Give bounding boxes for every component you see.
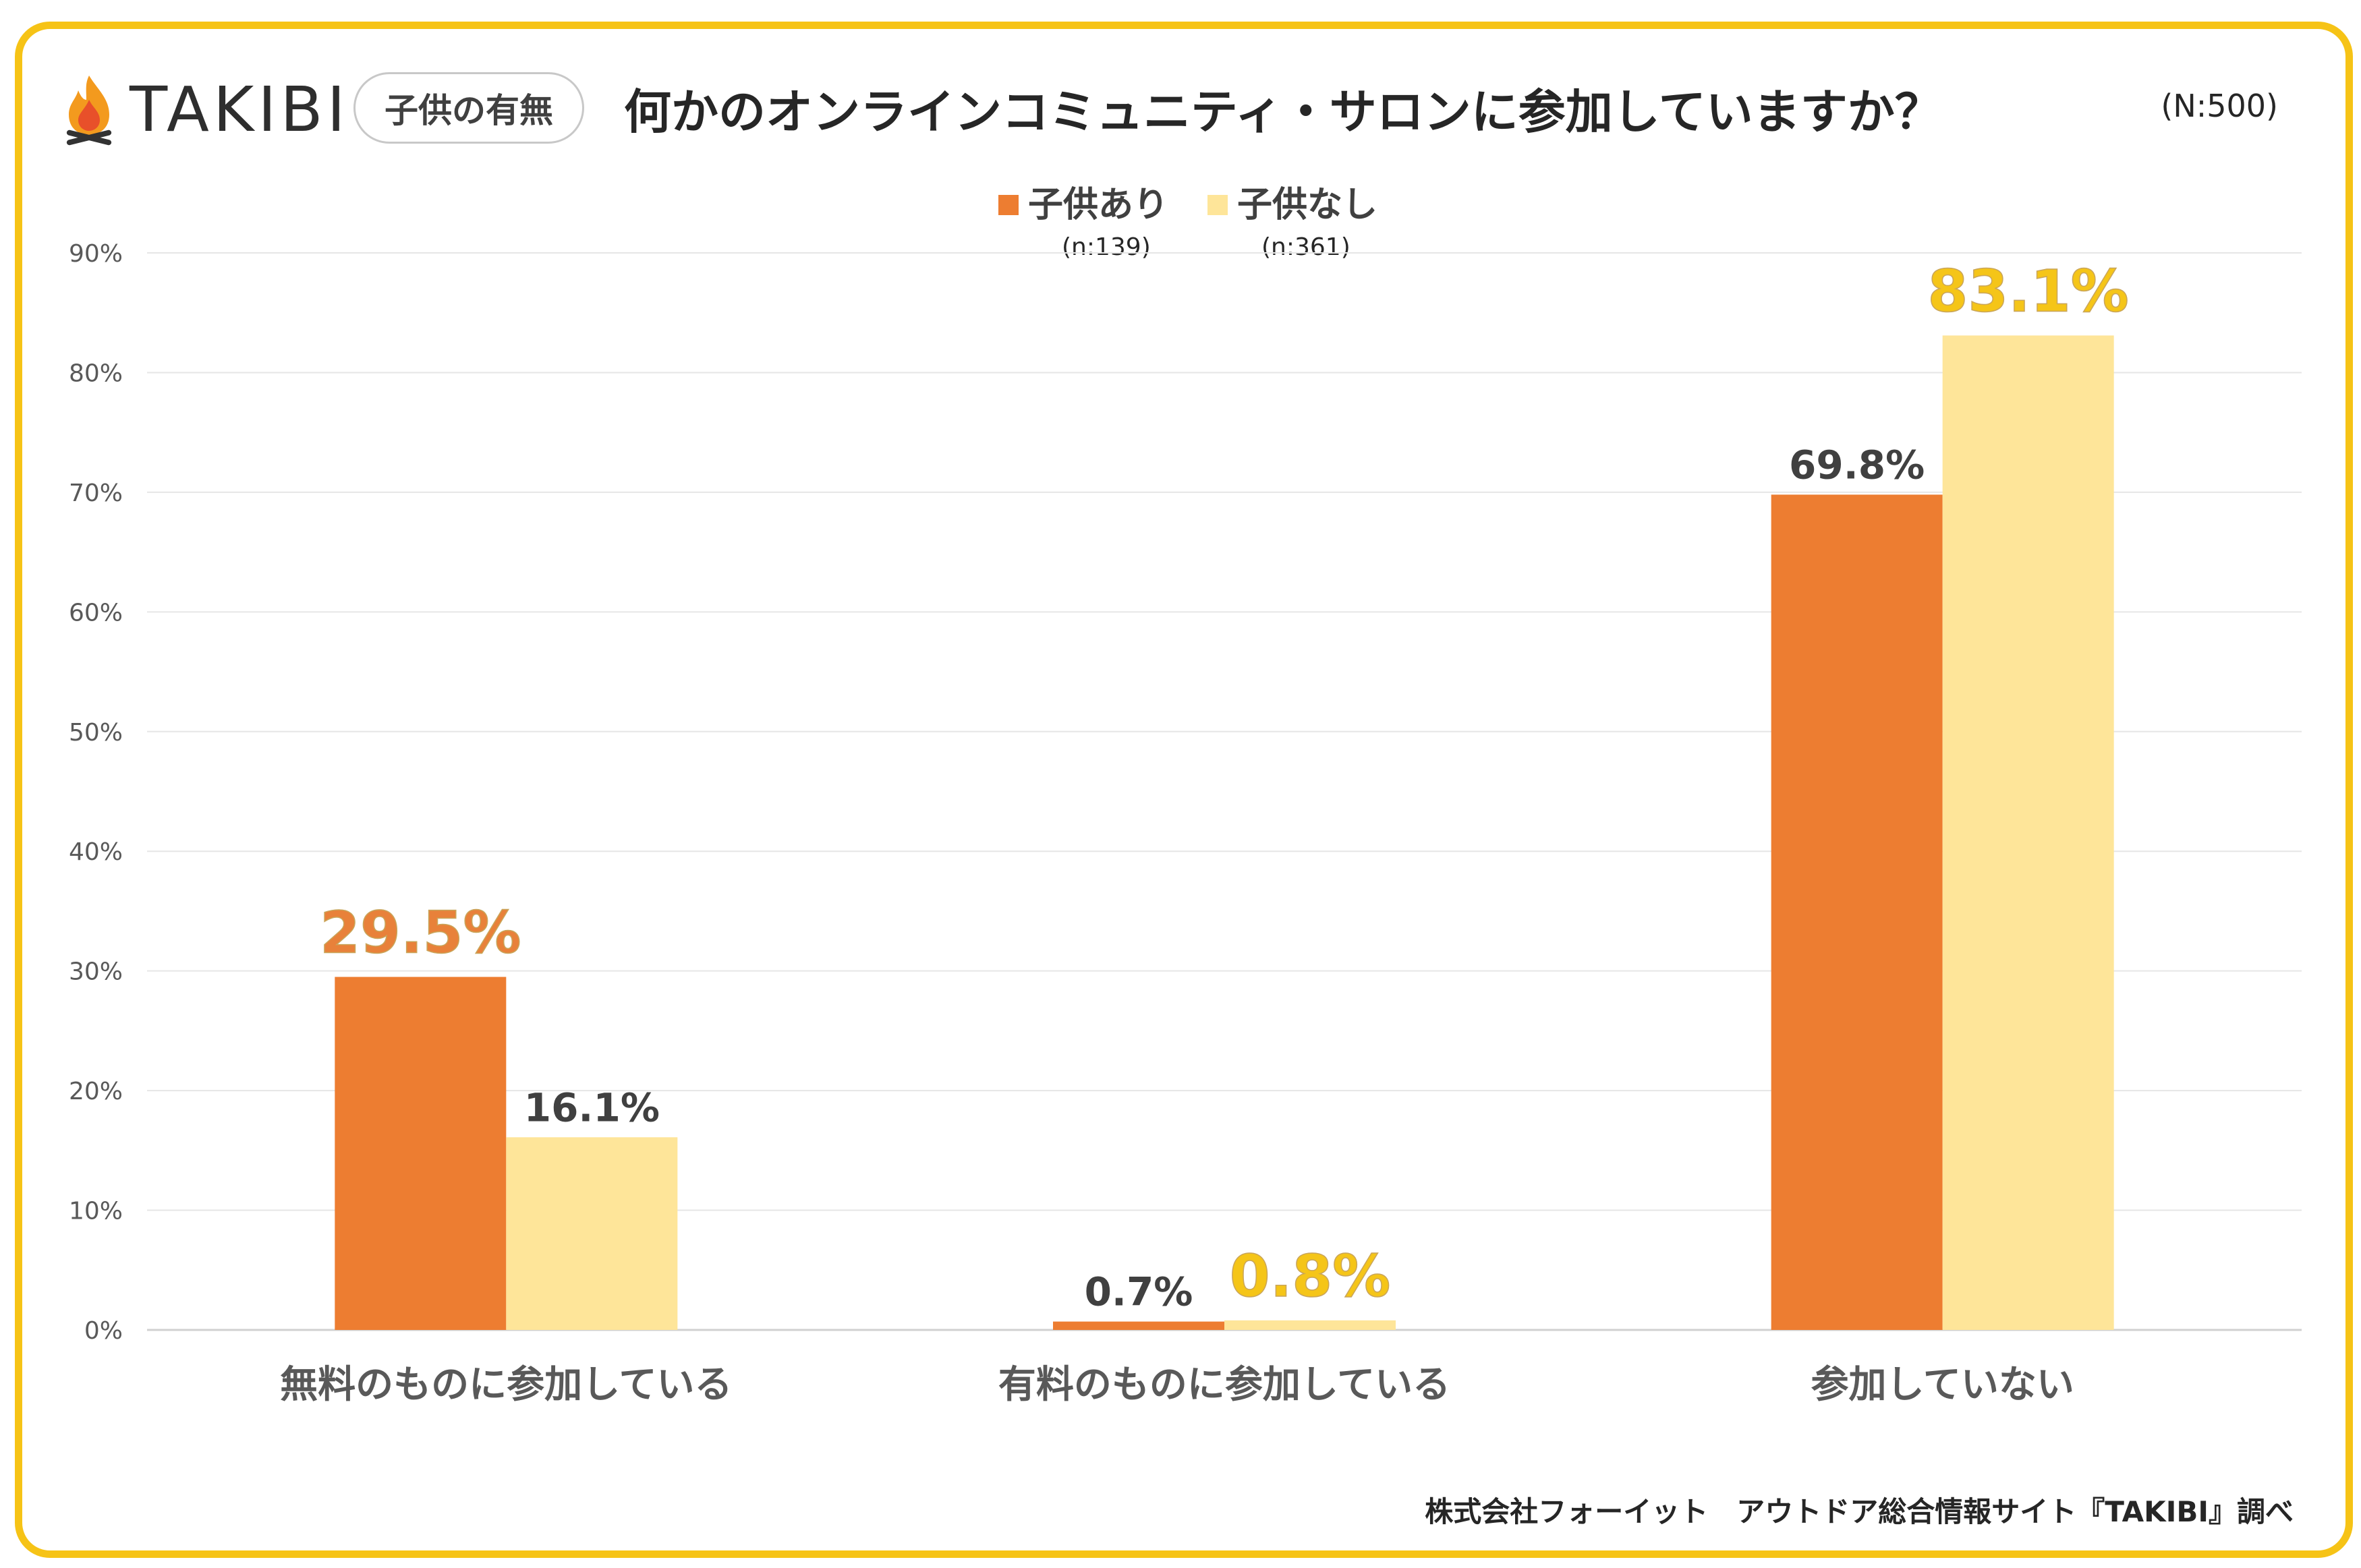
legend-swatch-without-children bbox=[1207, 195, 1228, 215]
takibi-logo: TAKIBI bbox=[62, 73, 349, 147]
y-tick-label: 50% bbox=[69, 719, 123, 747]
y-tick-label: 20% bbox=[69, 1078, 123, 1105]
campfire-icon bbox=[66, 76, 112, 146]
x-category-label: 無料のものに参加している bbox=[280, 1363, 732, 1407]
legend-item-without-children: 子供なし bbox=[1207, 181, 1377, 229]
data-label: 0.8% bbox=[1230, 1243, 1391, 1310]
data-label: 29.5% bbox=[320, 900, 521, 967]
x-category-label: 参加していない bbox=[1811, 1363, 2074, 1407]
source-credit: 株式会社フォーイット アウトドア総合情報サイト『TAKIBI』調べ bbox=[1425, 1495, 2294, 1528]
bar-without-children bbox=[1942, 335, 2114, 1331]
legend-n-with-children: (n:139) bbox=[1062, 233, 1151, 261]
data-label: 0.7% bbox=[1085, 1269, 1193, 1315]
bar-with-children bbox=[335, 977, 507, 1330]
data-label: 83.1% bbox=[1927, 258, 2128, 325]
y-tick-label: 90% bbox=[69, 240, 123, 268]
brand-name: TAKIBI bbox=[130, 74, 349, 146]
x-category-label: 有料のものに参加している bbox=[998, 1363, 1450, 1407]
data-label: 69.8% bbox=[1789, 442, 1925, 488]
y-tick-label: 30% bbox=[69, 958, 123, 986]
y-tick-label: 0% bbox=[84, 1317, 123, 1345]
y-tick-label: 40% bbox=[69, 838, 123, 866]
legend-label-with-children: 子供あり bbox=[1028, 185, 1169, 225]
legend-swatch-with-children bbox=[998, 195, 1019, 215]
legend-n-without-children: (n:361) bbox=[1261, 233, 1350, 261]
y-tick-label: 10% bbox=[69, 1198, 123, 1225]
legend-label-without-children: 子供なし bbox=[1237, 185, 1378, 225]
y-tick-label: 70% bbox=[69, 480, 123, 507]
page-title: 何かのオンラインコミュニティ・サロンに参加していますか？ bbox=[624, 84, 1942, 140]
sample-size: (N:500) bbox=[2161, 88, 2278, 124]
chart-legend: 子供あり (n:139) 子供なし (n:361) bbox=[998, 181, 1471, 268]
y-tick-label: 60% bbox=[69, 599, 123, 627]
category-badge: 子供の有無 bbox=[353, 72, 584, 144]
bar-with-children bbox=[1053, 1321, 1224, 1330]
y-tick-label: 80% bbox=[69, 359, 123, 387]
legend-item-with-children: 子供あり bbox=[998, 181, 1168, 229]
bar-without-children bbox=[1224, 1320, 1396, 1330]
bar-without-children bbox=[506, 1137, 678, 1330]
data-label: 16.1% bbox=[524, 1084, 660, 1130]
bar-with-children bbox=[1771, 494, 1943, 1331]
